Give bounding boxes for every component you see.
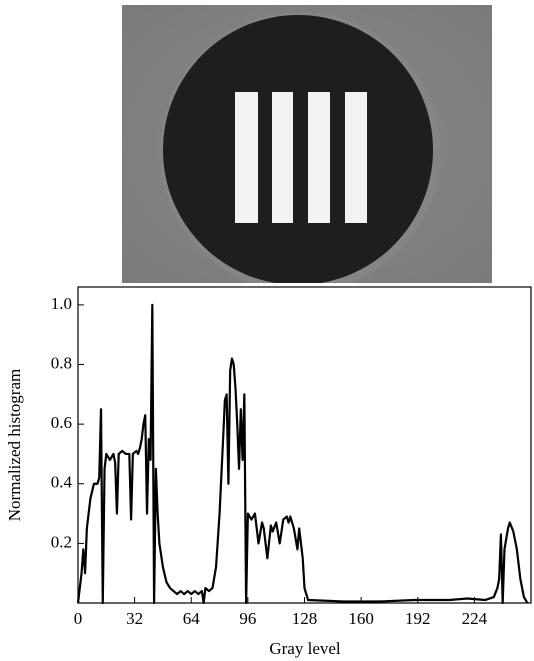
x-tick-label: 224 (462, 609, 488, 628)
x-tick-label: 160 (348, 609, 374, 628)
y-tick-label: 0.2 (51, 532, 72, 551)
bar-slit (272, 92, 293, 223)
x-tick-label: 0 (74, 609, 83, 628)
y-tick-label: 0.6 (51, 413, 72, 432)
bar-slit (308, 92, 330, 223)
y-axis-label: Normalized histogram (5, 369, 24, 522)
disk (163, 15, 433, 283)
x-tick-label: 128 (292, 609, 318, 628)
x-tick-label: 192 (405, 609, 431, 628)
x-tick-label: 64 (183, 609, 201, 628)
x-tick-label: 96 (239, 609, 256, 628)
bar-slit (345, 92, 367, 223)
x-tick-label: 32 (126, 609, 143, 628)
bar-slit (235, 92, 258, 223)
x-axis-label: Gray level (269, 639, 341, 658)
photo (122, 5, 492, 283)
y-tick-label: 0.4 (51, 473, 73, 492)
y-tick-label: 1.0 (51, 294, 72, 313)
histogram-line (76, 303, 529, 605)
y-tick-label: 0.8 (51, 353, 72, 372)
